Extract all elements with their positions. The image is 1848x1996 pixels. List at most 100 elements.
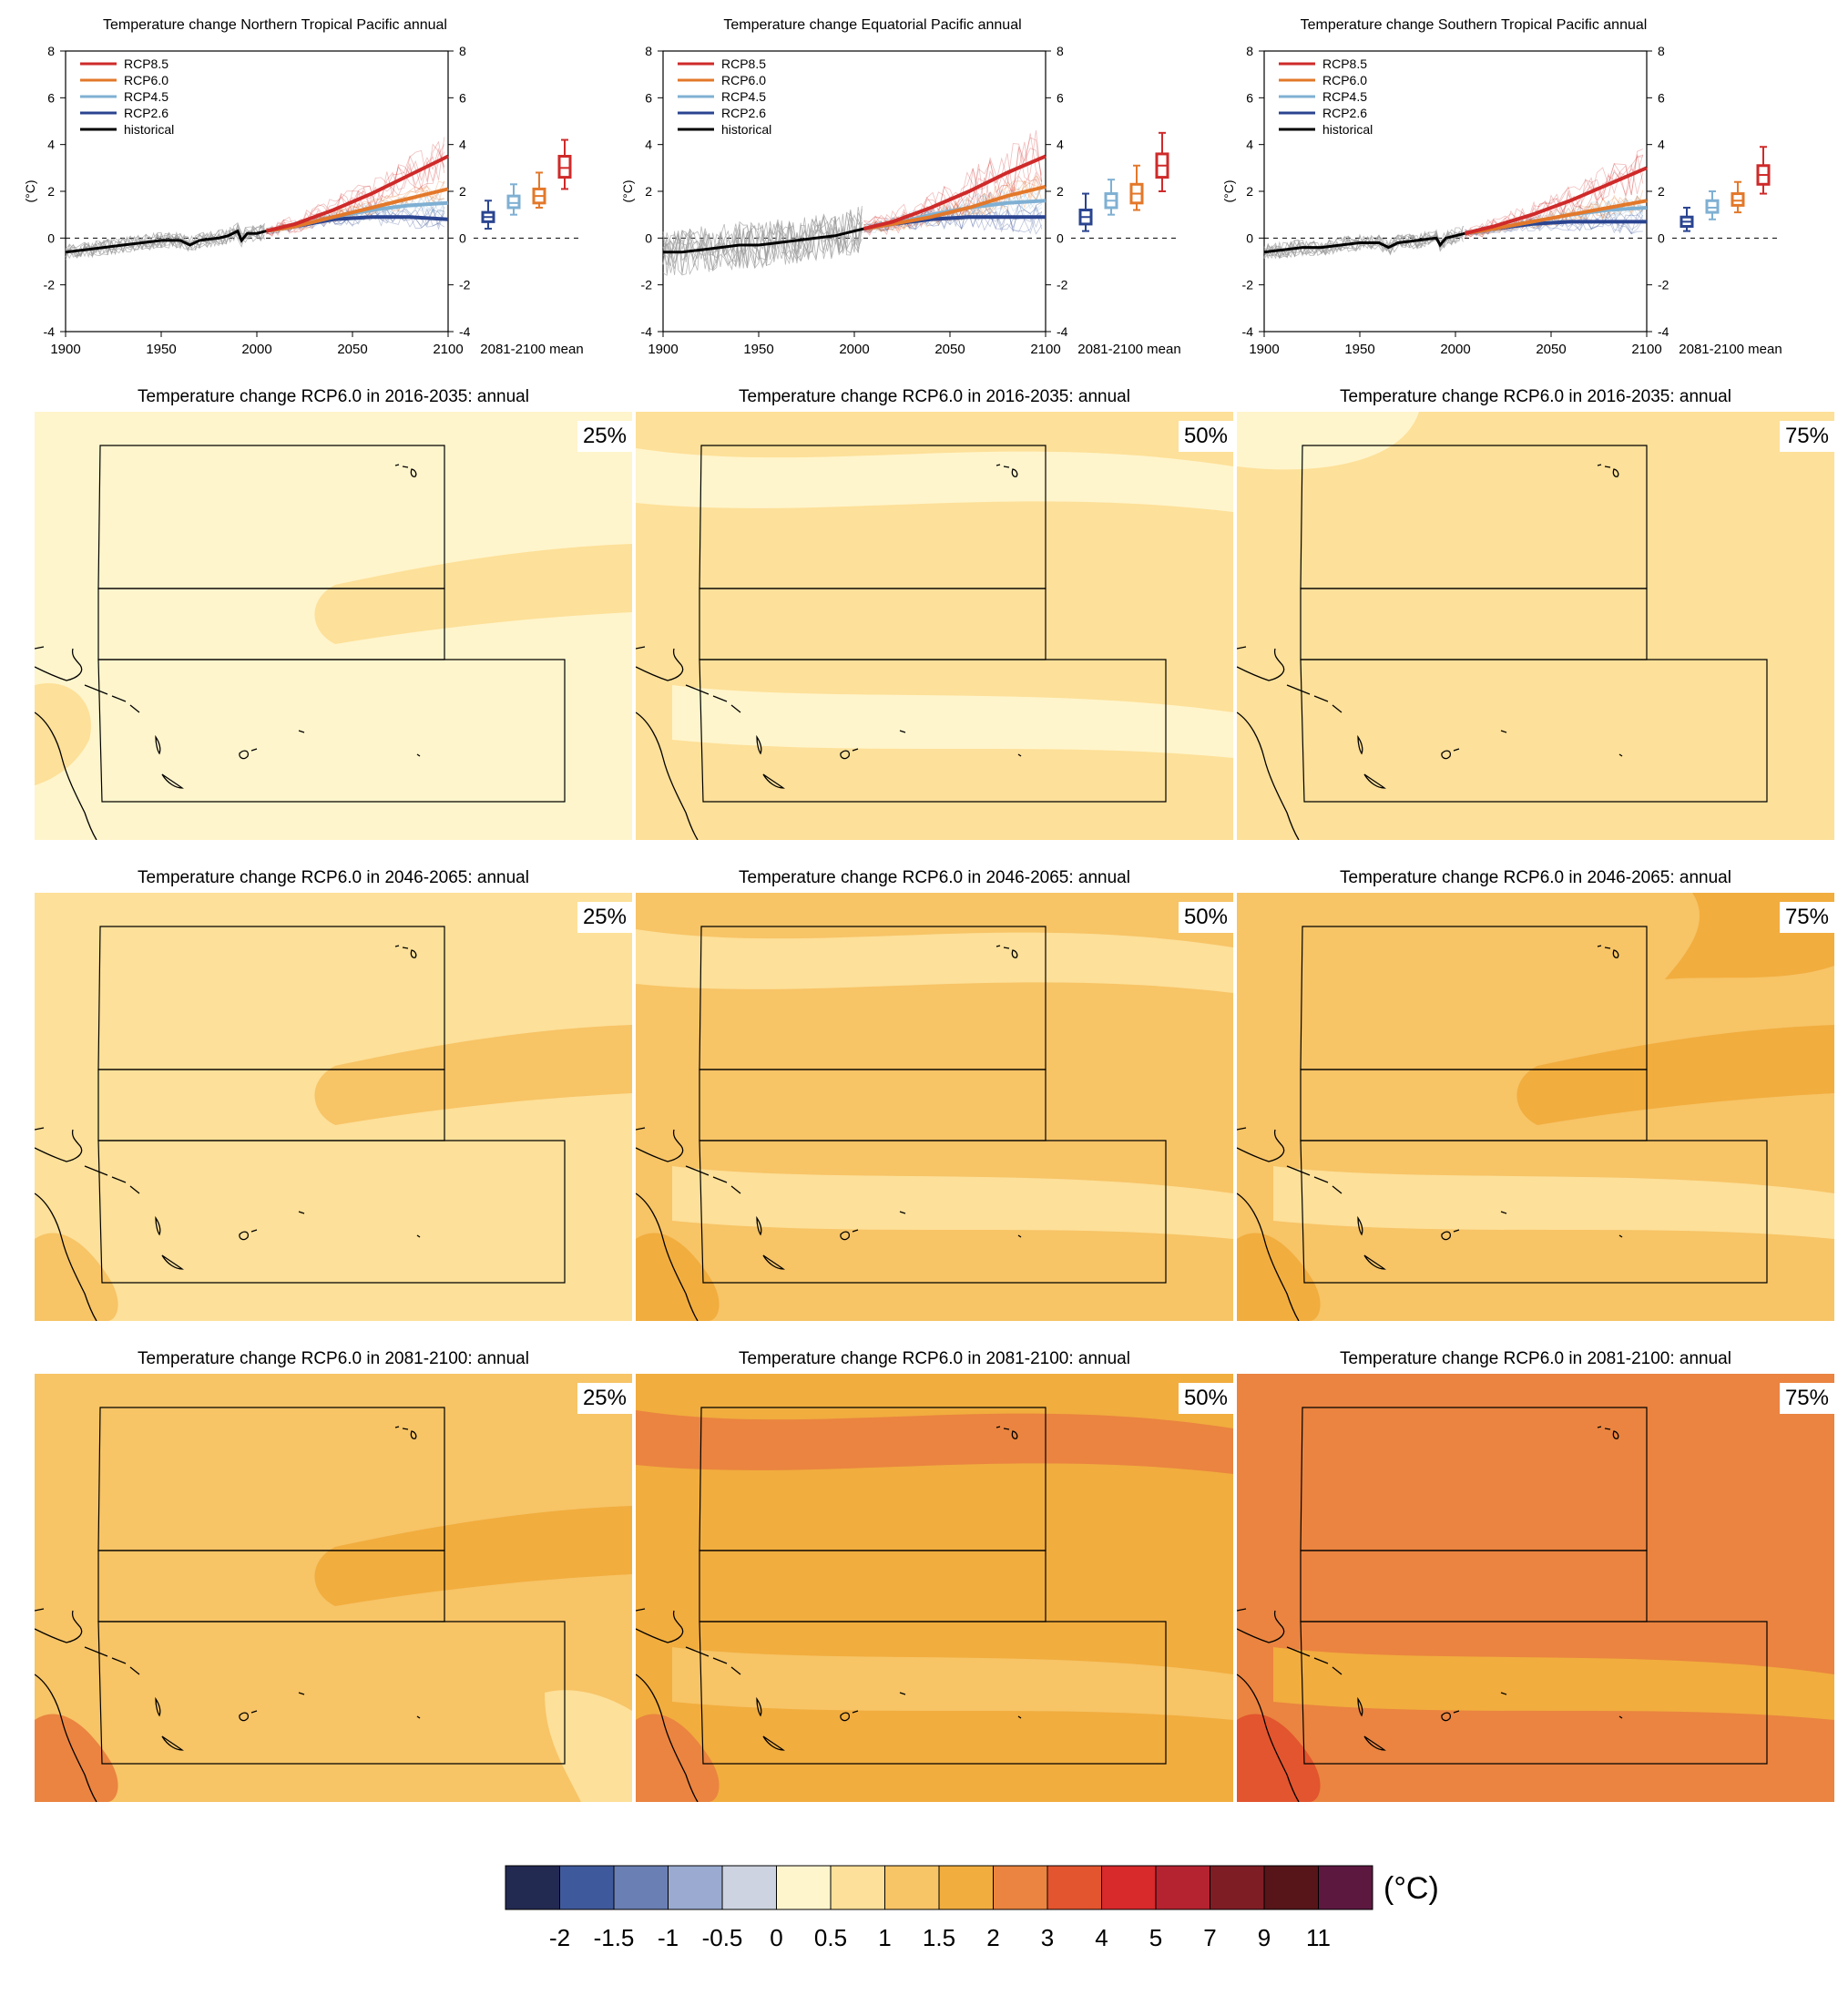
timeseries-chart-north: Temperature change Northern Tropical Pac…	[23, 17, 584, 357]
coast-niue	[1017, 1234, 1022, 1238]
coast-new-caledonia	[161, 773, 184, 789]
scenario-member	[1465, 154, 1643, 240]
box-axis-label: 2081-2100 mean	[480, 342, 583, 357]
y-tick-label: -4	[641, 324, 653, 339]
y-tick-label: -2	[641, 278, 653, 292]
y-tick-label-right: -4	[1658, 324, 1669, 339]
coast-solomons	[84, 1646, 140, 1675]
y-tick-label: 6	[47, 90, 55, 105]
y-tick-label: 8	[645, 44, 652, 58]
box-rcp85	[1155, 131, 1169, 192]
x-tick-label: 1950	[146, 342, 176, 357]
coast-png	[1237, 648, 1285, 681]
coastlines	[636, 945, 1022, 1321]
coast-new-caledonia	[161, 1254, 184, 1270]
colorbar-swatch	[613, 1865, 669, 1910]
y-tick-label-right: -4	[459, 324, 471, 339]
y-tick-label-right: 4	[459, 138, 466, 152]
percentile-label: 75%	[1779, 902, 1834, 933]
scenario-member	[1465, 198, 1644, 237]
series-line-rcp60	[266, 187, 449, 233]
legend-label: historical	[124, 122, 174, 137]
coast-hawaii	[394, 1426, 417, 1439]
map-contour-top-left	[1237, 412, 1419, 470]
colorbar-tick-label: 0.5	[814, 1924, 847, 1951]
coast-samoa	[298, 730, 305, 733]
colorbar-swatch	[1210, 1865, 1265, 1910]
coast-solomons	[685, 1646, 741, 1675]
series-line-historical	[1263, 231, 1465, 254]
box-rcp45	[1104, 179, 1118, 216]
coast-fiji	[239, 1710, 258, 1722]
colorbar-unit: (°C)	[1383, 1871, 1439, 1906]
map-title: Temperature change RCP6.0 in 2016-2035: …	[739, 387, 1130, 406]
map-panel: Temperature change RCP6.0 in 2081-2100: …	[35, 1348, 632, 1804]
region-south-box	[1300, 1621, 1768, 1765]
coast-png	[35, 1610, 83, 1643]
box-rcp45	[506, 183, 521, 216]
timeseries-chart-equatorial: Temperature change Equatorial Pacific an…	[620, 17, 1181, 357]
colorbar-swatch	[776, 1865, 832, 1910]
coast-png	[1237, 1129, 1285, 1162]
coast-islet	[35, 1127, 45, 1131]
coast-fiji	[1441, 1229, 1460, 1241]
box-rcp26	[1078, 192, 1093, 232]
coast-niue	[1618, 1715, 1623, 1719]
coast-hawaii	[1597, 1426, 1619, 1439]
coast-hawaii	[995, 464, 1018, 477]
timeseries-chart-south: Temperature change Southern Tropical Pac…	[1221, 17, 1782, 357]
y-axis-label: (°C)	[620, 179, 635, 202]
region-outlines	[699, 1407, 1167, 1765]
coast-vanuatu	[756, 734, 762, 755]
colorbar-tick-label: 9	[1258, 1924, 1271, 1951]
map-title: Temperature change RCP6.0 in 2046-2065: …	[138, 868, 529, 887]
x-tick-label: 2000	[241, 342, 271, 357]
coastlines	[1237, 464, 1623, 840]
coast-samoa	[1500, 730, 1507, 733]
map-panel: Temperature change RCP6.0 in 2081-2100: …	[1237, 1348, 1834, 1804]
ensemble-spread	[65, 137, 445, 261]
chart-title: Temperature change Northern Tropical Pac…	[103, 17, 447, 33]
x-tick-label: 2100	[1030, 342, 1060, 357]
colorbar: -2 -1.5 -1 -0.5 0 0.5 1 1.5 2 3 4 5 7 9 11 (°C)	[501, 1858, 1457, 1986]
y-tick-label: 8	[1246, 44, 1253, 58]
series-line-rcp85	[1465, 166, 1648, 236]
coast-new-caledonia	[161, 1735, 184, 1751]
y-tick-label-right: 8	[1658, 44, 1665, 58]
x-tick-label: 1900	[1249, 342, 1279, 357]
colorbar-tick-label: 1	[878, 1924, 891, 1951]
coast-new-caledonia	[762, 1254, 785, 1270]
coast-vanuatu	[1357, 734, 1363, 755]
coast-australia	[1237, 1192, 1300, 1321]
box-rcp60	[1731, 180, 1745, 214]
map-contour-east-band	[314, 1025, 632, 1125]
box-body	[557, 155, 572, 179]
coast-samoa	[298, 1692, 305, 1695]
x-tick-label: 1950	[743, 342, 773, 357]
percentile-label: 50%	[1178, 902, 1233, 933]
series-line-historical	[663, 227, 864, 254]
map-canvas	[1237, 893, 1834, 1321]
map-canvas	[636, 1374, 1233, 1802]
map-panel: Temperature change RCP6.0 in 2016-2035: …	[1237, 386, 1834, 842]
historical-member	[662, 209, 863, 270]
coast-australia	[35, 711, 97, 840]
legend-label: historical	[1322, 122, 1373, 137]
chart-title: Temperature change Southern Tropical Pac…	[1301, 17, 1648, 33]
map-panel: Temperature change RCP6.0 in 2016-2035: …	[35, 386, 632, 842]
coast-australia	[1237, 711, 1300, 840]
y-tick-label-right: 2	[1658, 184, 1665, 199]
x-tick-label: 2100	[433, 342, 463, 357]
timeseries-panel-equatorial: Temperature change Equatorial Pacific an…	[616, 0, 1231, 364]
y-axis-label: (°C)	[23, 179, 37, 202]
coast-new-caledonia	[1363, 1254, 1386, 1270]
series-line-rcp60	[1465, 199, 1648, 236]
scenario-member	[1465, 154, 1644, 236]
region-south-box	[1300, 1140, 1768, 1284]
coast-vanuatu	[1357, 1215, 1363, 1236]
percentile-label: 25%	[577, 421, 632, 452]
map-canvas	[1237, 1374, 1834, 1802]
coast-png	[636, 648, 684, 681]
y-tick-label-right: -2	[1057, 278, 1068, 292]
map-background	[1237, 1374, 1834, 1802]
